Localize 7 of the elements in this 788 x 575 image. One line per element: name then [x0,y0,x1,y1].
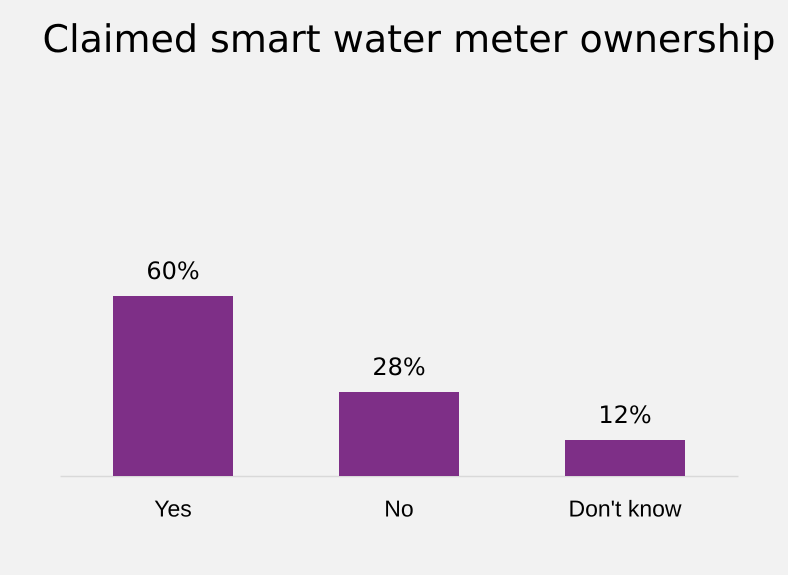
data-label: 28% [372,353,426,381]
data-label: 60% [146,257,200,285]
x-tick-label: Yes [154,496,192,522]
data-label: 12% [598,401,652,429]
x-tick-label: Don't know [568,496,682,522]
x-tick-label: No [384,496,414,522]
chart-title: Claimed smart water meter ownership [42,17,776,61]
